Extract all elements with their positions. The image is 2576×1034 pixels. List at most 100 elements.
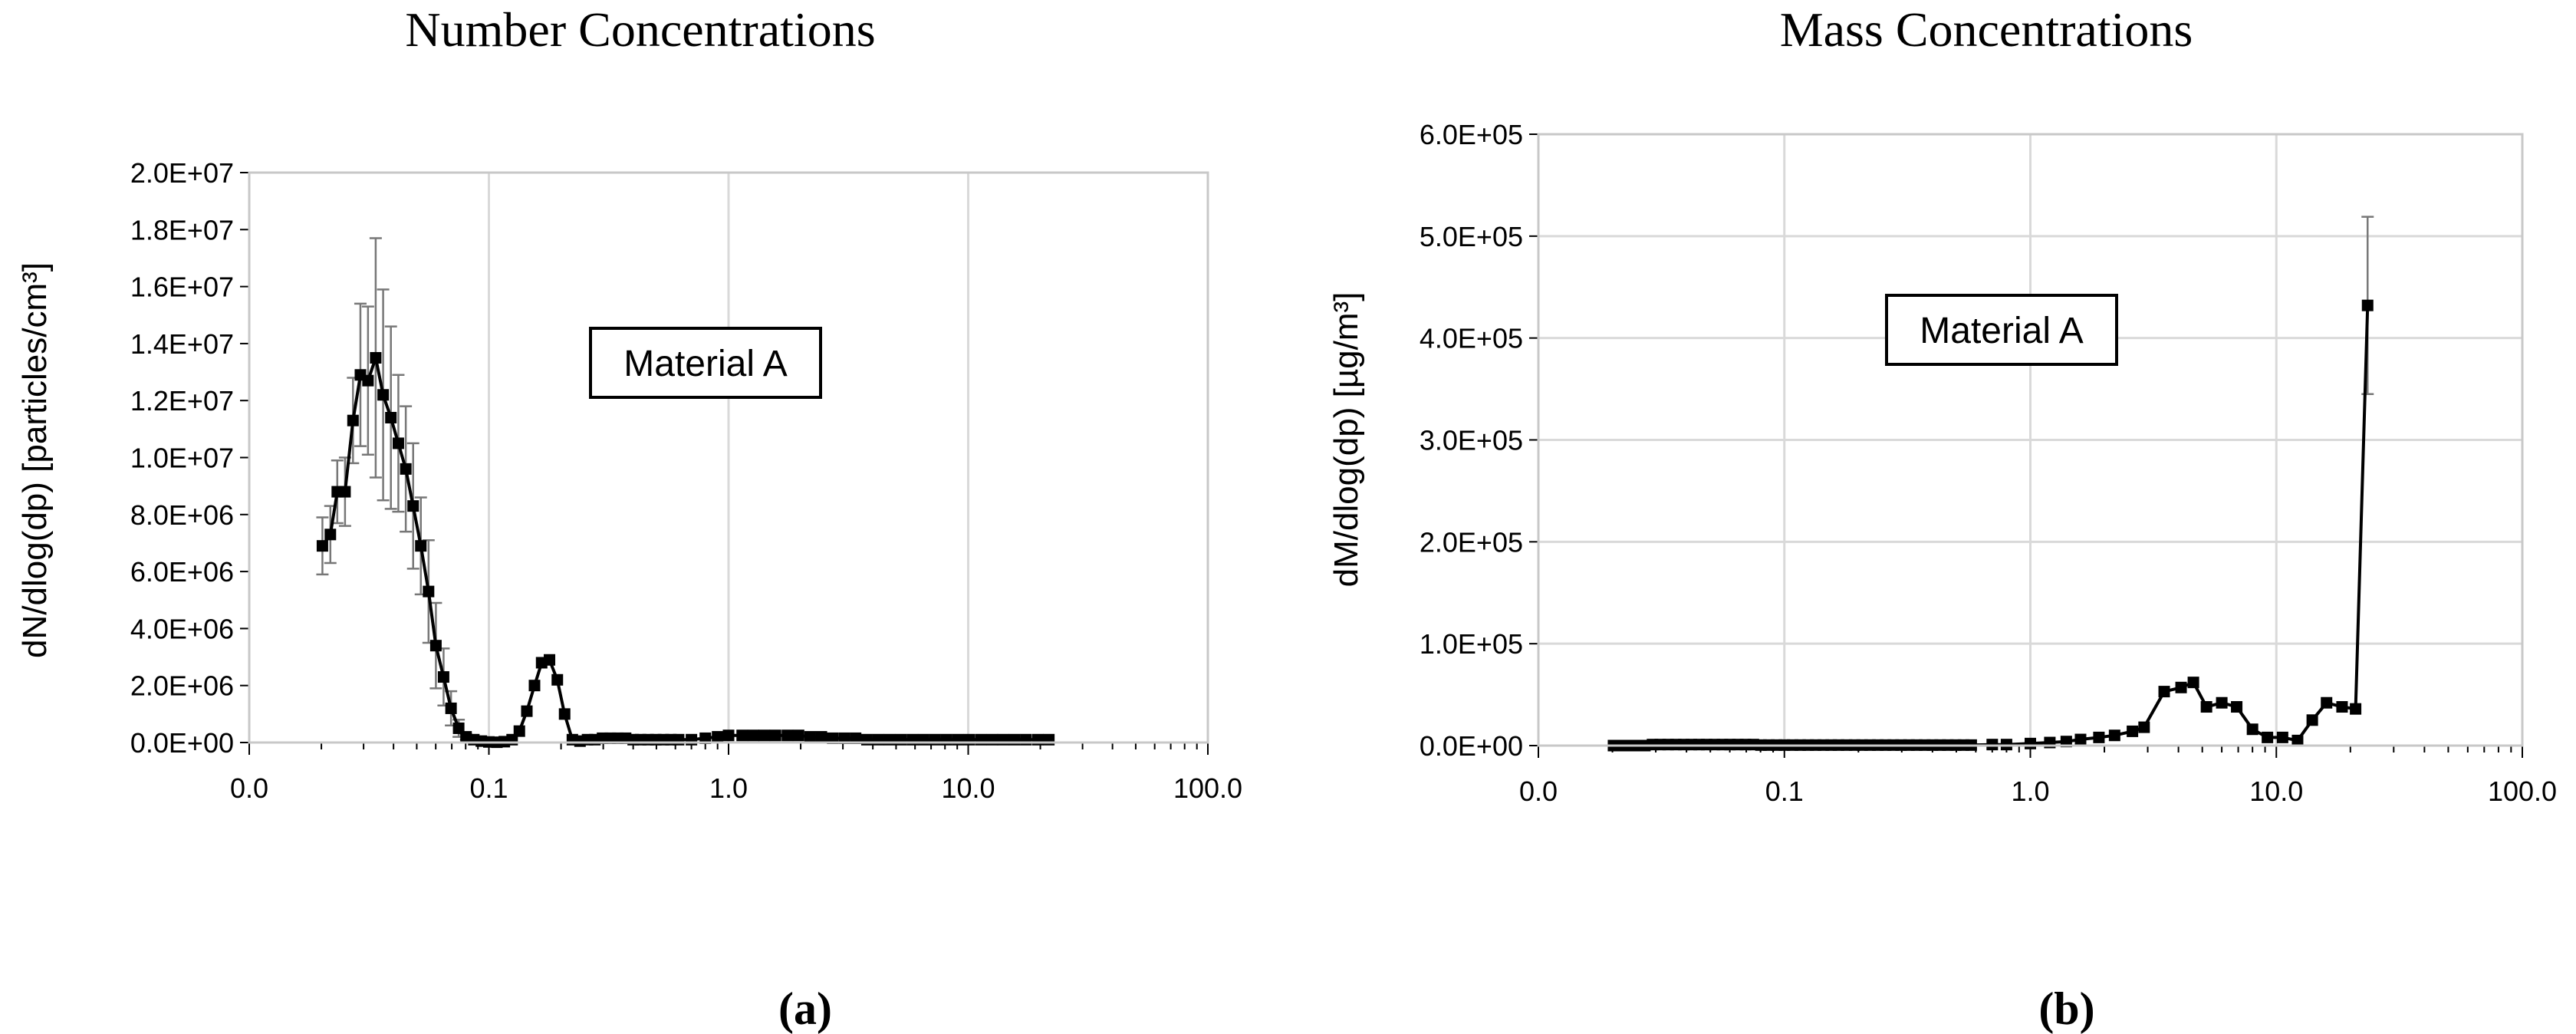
y-tick-labels: 0.0E+00 1.0E+05 2.0E+05 3.0E+05 4.0E+05 5.0E+… [1420,119,1523,762]
data-point [385,411,397,423]
data-point [521,705,533,717]
y-tick-label: 1.0E+05 [1420,628,1523,660]
chart-mass-concentrations: Mass Concentrations (b) dM/dlog(dp) [µg/… [1327,2,2557,1034]
chart-caption: (b) [2038,983,2094,1034]
data-point [2025,737,2036,749]
data-point [712,731,724,743]
series-layer [1607,299,2374,752]
annotation-box: Material A [589,327,822,399]
data-point [673,733,685,746]
y-tick-label: 1.4E+07 [130,328,234,360]
data-point [2262,731,2274,743]
data-point [2187,677,2199,689]
x-tick-label: 0.1 [1765,776,1804,807]
data-point [686,733,698,746]
annotation-label: Material A [1920,311,2083,351]
data-point [324,529,337,541]
data-point [986,733,998,746]
chart-title: Mass Concentrations [1780,2,2193,57]
x-tick-label: 1.0 [2011,776,2049,807]
data-point [804,731,816,743]
data-point [2060,736,2072,748]
data-point [769,729,781,742]
x-tick-label: 0.0 [1519,776,1558,807]
data-point [722,729,735,742]
data-point [429,640,442,652]
y-tick-label: 2.0E+06 [130,670,234,702]
data-point [940,733,952,746]
data-point [1008,733,1021,746]
data-point [2306,714,2318,726]
data-point [736,729,748,742]
data-point [2175,681,2187,693]
data-point [929,733,941,746]
data-point [860,733,873,746]
data-point [917,733,929,746]
data-point [362,374,374,387]
x-tick-labels: 0.0 0.1 1.0 10.0 100.0 [1519,776,2557,807]
data-point [850,732,862,744]
data-point [437,671,449,683]
data-point [2361,299,2374,311]
data-point [872,733,884,746]
data-point [370,351,382,364]
data-point [963,733,975,746]
data-point [392,437,404,449]
data-point [339,486,351,498]
data-point [415,540,427,552]
y-axis-label: dM/dlog(dp) [µg/m³] [1327,292,1365,588]
x-tick-label: 0.0 [230,772,268,804]
data-point [883,733,896,746]
data-point [699,732,712,744]
data-point [558,708,571,720]
data-point [2158,686,2170,698]
data-point [747,729,759,742]
data-point [400,463,412,475]
data-point [975,733,987,746]
data-point [2216,696,2228,709]
x-tick-label: 1.0 [709,772,748,804]
annotation-frame [1885,294,2118,366]
y-tick-label: 8.0E+06 [130,499,234,531]
y-tick-label: 6.0E+06 [130,556,234,588]
y-tick-label: 0.0E+00 [1420,730,1523,762]
data-point [2291,734,2304,746]
data-point [377,389,390,401]
data-point [838,732,850,744]
y-tick-label: 1.8E+07 [130,214,234,245]
x-tick-label: 100.0 [1173,772,1242,804]
annotation-box: Material A [1885,294,2118,366]
annotation-label: Material A [623,344,787,384]
data-point [1020,733,1032,746]
y-tick-label: 2.0E+07 [130,157,234,189]
x-tick-labels: 0.0 0.1 1.0 10.0 100.0 [230,772,1242,804]
y-tick-label: 6.0E+05 [1420,119,1523,150]
x-tick-label: 10.0 [2249,776,2303,807]
y-tick-label: 5.0E+05 [1420,221,1523,252]
data-point [347,414,359,426]
y-tick-label: 1.6E+07 [130,272,234,303]
data-point [2276,731,2288,743]
data-point [895,733,907,746]
y-tick-labels: 0.0E+00 2.0E+06 4.0E+06 6.0E+06 8.0E+06 1.0E+… [130,157,234,759]
data-point [781,729,794,742]
data-point [815,731,827,743]
data-point [2127,725,2139,737]
y-tick-label: 4.0E+06 [130,613,234,644]
y-tick-label: 1.0E+07 [130,443,234,474]
y-tick-label: 2.0E+05 [1420,526,1523,558]
x-tick-label: 100.0 [2488,776,2557,807]
data-point [2231,701,2243,713]
annotation-frame [589,327,822,399]
x-tick-label: 10.0 [941,772,995,804]
data-point [2108,729,2120,742]
data-point [827,732,839,744]
plot-area [248,171,1209,744]
plot-area [1537,133,2524,747]
x-tick-label: 0.1 [469,772,508,804]
data-point [758,729,771,742]
chart-number-concentrations: Number Concentrations (a) dN/dlog(dp) [p… [16,2,1242,1034]
chart-title: Number Concentrations [405,2,875,57]
